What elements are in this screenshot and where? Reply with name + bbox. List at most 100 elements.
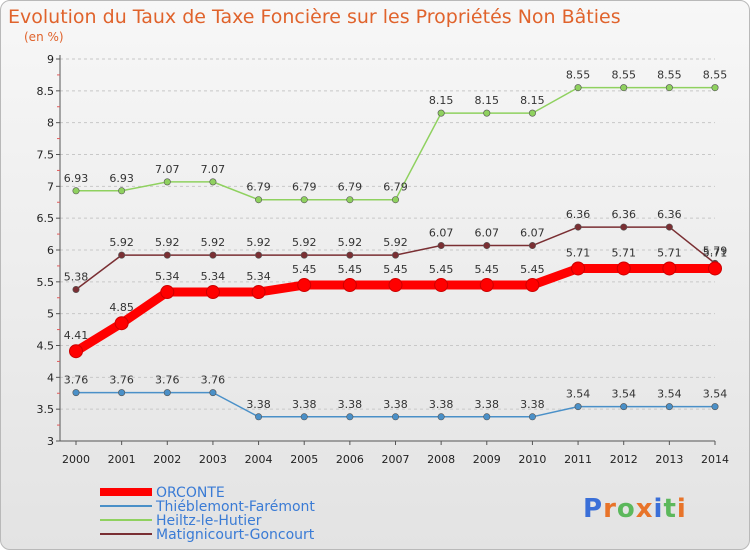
brand-letter: x	[636, 494, 654, 524]
data-point	[342, 278, 357, 293]
data-point	[118, 251, 126, 259]
data-label: 5.71	[657, 246, 682, 259]
data-point	[571, 261, 586, 276]
data-label: 3.54	[611, 388, 636, 401]
data-point	[255, 251, 263, 259]
data-label: 5.92	[201, 236, 226, 249]
y-tick-label: 5.5	[37, 276, 55, 289]
x-tick-label: 2007	[382, 453, 410, 466]
data-label: 6.07	[520, 227, 545, 240]
y-tick-label: 8.5	[37, 85, 55, 98]
data-labels: 6.93 6.93 7.07 7.07 6.79 6.79 6.79 6.79 8.15 8.15…	[64, 69, 728, 411]
data-label: 8.15	[520, 94, 545, 107]
data-label: 3.38	[338, 398, 363, 411]
data-point	[297, 278, 312, 293]
data-label: 3.54	[703, 388, 728, 401]
data-point	[525, 278, 540, 293]
x-tick-label: 2014	[701, 453, 729, 466]
x-tick-label: 2009	[473, 453, 501, 466]
y-tick-label: 6.5	[37, 212, 55, 225]
x-tick-label: 2004	[245, 453, 273, 466]
data-point	[479, 278, 494, 293]
y-axis-ticks: 3 3.5 4 4.5 5 5.5 6 6.5 7 7.5 8 8.5 9	[37, 53, 60, 448]
data-label: 5.45	[338, 263, 363, 276]
data-label: 6.36	[657, 208, 682, 221]
axes	[59, 55, 715, 442]
data-label: 6.07	[475, 227, 500, 240]
y-tick-label: 3.5	[37, 403, 55, 416]
data-point	[437, 109, 445, 117]
data-label: 8.15	[475, 94, 500, 107]
data-point	[391, 251, 399, 259]
data-label: 6.79	[383, 181, 408, 194]
data-label: 7.07	[201, 163, 226, 176]
data-point	[437, 413, 445, 421]
data-label: 5.92	[383, 236, 408, 249]
data-point	[574, 84, 582, 92]
data-point	[711, 84, 719, 92]
data-point	[437, 242, 445, 250]
data-label: 5.34	[155, 270, 180, 283]
data-point	[255, 413, 263, 421]
data-label: 7.07	[155, 163, 180, 176]
brand-letter: i	[654, 494, 664, 524]
data-point	[160, 285, 175, 300]
data-point	[205, 285, 220, 300]
data-label: 5.92	[338, 236, 363, 249]
chart-title: Evolution du Taux de Taxe Foncière sur l…	[8, 6, 621, 28]
data-point	[251, 285, 266, 300]
x-tick-label: 2010	[518, 453, 546, 466]
data-label: 5.92	[292, 236, 317, 249]
data-point	[72, 285, 80, 293]
data-label: 3.38	[246, 398, 271, 411]
data-point	[346, 413, 354, 421]
data-point	[574, 403, 582, 411]
x-tick-label: 2008	[427, 453, 455, 466]
data-point	[346, 196, 354, 204]
data-label: 3.38	[383, 398, 408, 411]
data-label: 3.76	[64, 374, 89, 387]
data-label: 6.79	[246, 181, 271, 194]
data-label: 5.45	[429, 263, 454, 276]
data-label: 6.07	[429, 227, 454, 240]
data-label: 3.38	[520, 398, 545, 411]
data-label: 4.41	[64, 329, 89, 342]
data-label: 3.38	[429, 398, 454, 411]
series-lines	[69, 84, 722, 421]
legend: ORCONTEThiéblemont-FarémontHeiltz-le-Hut…	[100, 485, 315, 543]
data-label: 8.55	[566, 69, 591, 82]
data-point	[665, 84, 673, 92]
x-tick-label: 2006	[336, 453, 364, 466]
brand-letter: o	[617, 494, 636, 524]
data-point	[620, 84, 628, 92]
legend-label: Heiltz-le-Hutier	[156, 513, 262, 529]
data-point	[665, 223, 673, 231]
y-tick-label: 4	[47, 371, 54, 384]
data-label: 3.38	[292, 398, 317, 411]
y-tick-label: 7	[47, 180, 54, 193]
brand-logo: Proxiti	[583, 494, 686, 524]
data-label: 6.36	[566, 208, 591, 221]
x-tick-label: 2005	[290, 453, 318, 466]
data-point	[255, 196, 263, 204]
y-tick-label: 4.5	[37, 340, 55, 353]
data-label: 5.34	[201, 270, 226, 283]
x-tick-label: 2003	[199, 453, 227, 466]
data-label: 6.79	[292, 181, 317, 194]
x-tick-label: 2001	[108, 453, 136, 466]
data-label: 5.71	[703, 246, 728, 259]
data-label: 3.38	[475, 398, 500, 411]
data-label: 5.45	[475, 263, 500, 276]
data-label: 4.85	[109, 301, 134, 314]
brand-letter: t	[663, 494, 676, 524]
x-tick-label: 2011	[564, 453, 592, 466]
legend-label: Thiéblemont-Farémont	[155, 499, 315, 515]
data-label: 6.93	[64, 172, 89, 185]
data-label: 3.54	[566, 388, 591, 401]
data-point	[163, 389, 171, 397]
data-point	[616, 261, 631, 276]
data-point	[665, 403, 673, 411]
data-point	[209, 251, 217, 259]
data-label: 5.45	[292, 263, 317, 276]
